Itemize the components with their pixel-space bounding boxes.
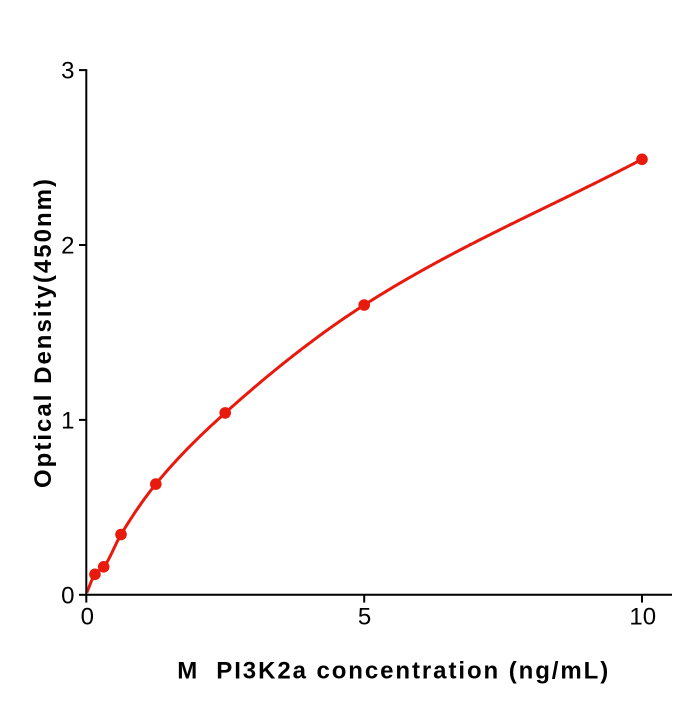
svg-text:Optical Density(450nm): Optical Density(450nm) [30, 179, 57, 488]
svg-text:1: 1 [61, 407, 74, 434]
svg-text:0: 0 [61, 582, 74, 609]
svg-text:M PI3K2a concentration (ng/mL: M PI3K2a concentration (ng/mL) [177, 658, 608, 685]
svg-text:10: 10 [629, 604, 656, 631]
svg-text:3: 3 [61, 58, 74, 85]
svg-text:5: 5 [358, 604, 371, 631]
svg-text:0: 0 [81, 604, 94, 631]
svg-text:2: 2 [61, 233, 74, 260]
